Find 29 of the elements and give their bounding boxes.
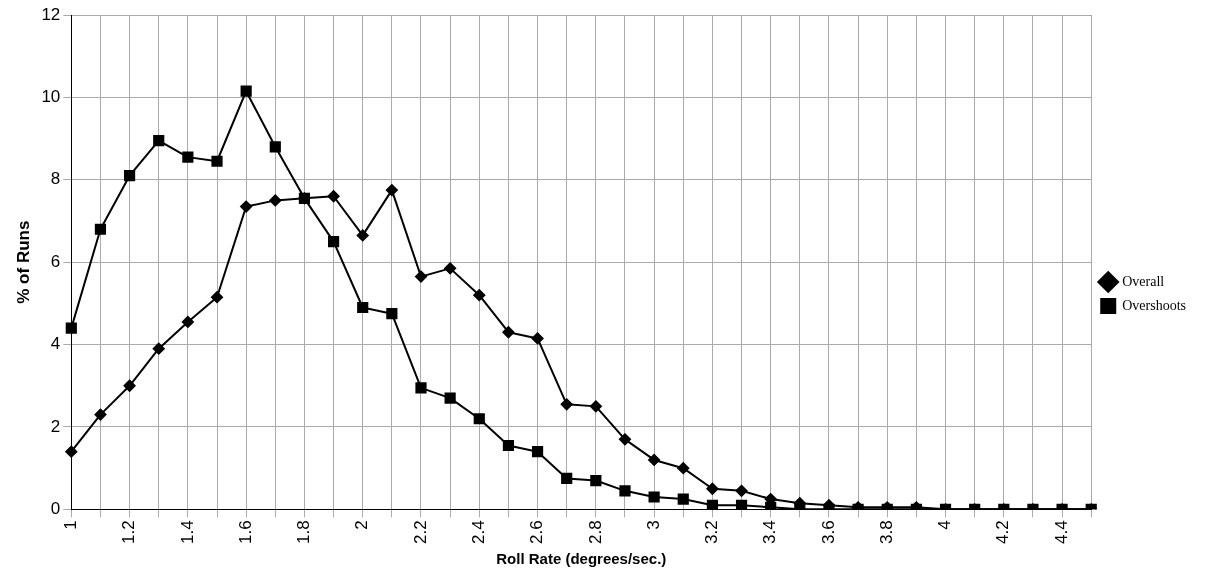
x-tick-label: 3 bbox=[643, 520, 663, 530]
y-tick-label: 6 bbox=[50, 251, 61, 271]
x-tick-label: 1 bbox=[61, 520, 80, 530]
y-tick-label: 10 bbox=[41, 87, 61, 107]
y-tick-label: 12 bbox=[41, 4, 61, 24]
x-tick-label: 2.4 bbox=[468, 520, 488, 545]
x-tick-label: 4.2 bbox=[993, 520, 1013, 545]
legend-label: Overall bbox=[1122, 273, 1165, 289]
x-tick-label: 2.2 bbox=[410, 520, 430, 545]
x-tick-label: 2 bbox=[352, 520, 372, 530]
x-tick-label: 3.2 bbox=[702, 520, 722, 545]
x-tick-label: 1.6 bbox=[235, 520, 255, 545]
x-tick-label: 2.8 bbox=[585, 520, 605, 545]
x-tick-label: 1.8 bbox=[294, 520, 314, 545]
y-tick-label: 0 bbox=[50, 499, 61, 519]
x-tick-label: 4 bbox=[935, 520, 955, 530]
y-axis-title: % of Runs bbox=[13, 220, 33, 304]
x-tick-label: 3.6 bbox=[818, 520, 838, 545]
x-tick-label: 3.8 bbox=[876, 520, 896, 545]
x-tick-label: 1.2 bbox=[119, 520, 139, 545]
x-tick-label: 2.6 bbox=[527, 520, 547, 545]
x-axis-title: Roll Rate (degrees/sec.) bbox=[496, 550, 667, 568]
legend-label: Overshoots bbox=[1122, 297, 1187, 313]
y-tick-label: 4 bbox=[50, 334, 61, 354]
x-tick-label: 4.4 bbox=[1051, 520, 1071, 545]
y-tick-label: 2 bbox=[50, 416, 61, 436]
x-tick-label: 1.4 bbox=[177, 520, 197, 545]
y-tick-label: 8 bbox=[50, 169, 61, 189]
x-tick-label: 3.4 bbox=[760, 520, 780, 545]
